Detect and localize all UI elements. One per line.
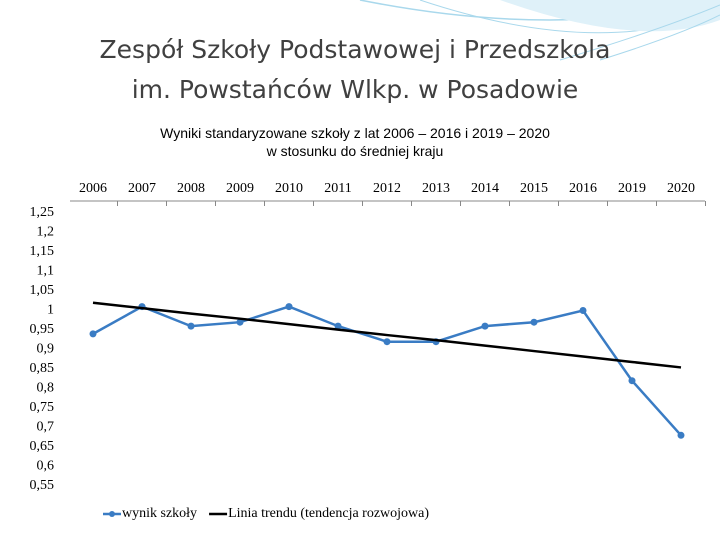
series-line	[92, 305, 682, 437]
point	[677, 431, 685, 439]
x-tick-label: 2013	[422, 181, 450, 196]
y-tick-label: 0,7	[37, 420, 55, 435]
point	[383, 338, 391, 346]
x-tick-label: 2008	[177, 181, 205, 196]
y-tick-label: 1,25	[30, 205, 55, 220]
y-tick-label: 1,05	[30, 283, 55, 298]
legend-label: wynik szkoły	[122, 506, 197, 521]
point	[481, 322, 489, 330]
x-tick-label: 2010	[275, 181, 303, 196]
y-tick-label: 0,85	[30, 361, 55, 376]
y-tick-label: 1,2	[37, 225, 55, 240]
point	[334, 322, 342, 330]
y-tick-label: 0,9	[37, 342, 55, 357]
x-tick-label: 2011	[324, 181, 351, 196]
point	[285, 303, 293, 311]
x-tick-label: 2014	[471, 181, 499, 196]
point	[628, 377, 636, 385]
legend-label: Linia trendu (tendencja rozwojowa)	[228, 506, 429, 521]
y-tick-label: 0,65	[30, 439, 55, 454]
y-tick-label: 0,75	[30, 400, 55, 415]
point	[236, 318, 244, 326]
chart-title: Wyniki standaryzowane szkoły z lat 2006 …	[160, 125, 550, 141]
y-tick-label: 1,15	[30, 244, 55, 259]
y-tick-label: 0,6	[37, 459, 55, 474]
series-line	[92, 301, 682, 369]
x-tick-label: 2016	[569, 181, 597, 196]
decoration	[359, 0, 720, 61]
chart-title: w stosunku do średniej kraju	[266, 143, 444, 159]
y-tick-label: 0,55	[30, 478, 55, 493]
slide-title: Zespół Szkoły Podstawowej i Przedszkola	[100, 35, 611, 64]
point	[530, 318, 538, 326]
x-tick-label: 2009	[226, 181, 254, 196]
x-tick-label: 2007	[128, 181, 156, 196]
x-tick-label: 2020	[667, 181, 695, 196]
x-tick-label: 2019	[618, 181, 646, 196]
point	[579, 307, 587, 314]
y-tick-label: 1	[47, 303, 54, 318]
x-tick-label: 2006	[79, 181, 107, 196]
point	[187, 322, 195, 330]
x-tick-label: 2012	[373, 181, 401, 196]
y-tick-label: 0,95	[30, 322, 55, 337]
x-tick-label: 2015	[520, 181, 548, 196]
slide-title: im. Powstańców Wlkp. w Posadowie	[132, 75, 579, 104]
legend-marker	[109, 511, 115, 517]
y-tick-label: 1,1	[37, 264, 55, 279]
y-tick-label: 0,8	[37, 381, 55, 396]
point	[89, 330, 97, 338]
